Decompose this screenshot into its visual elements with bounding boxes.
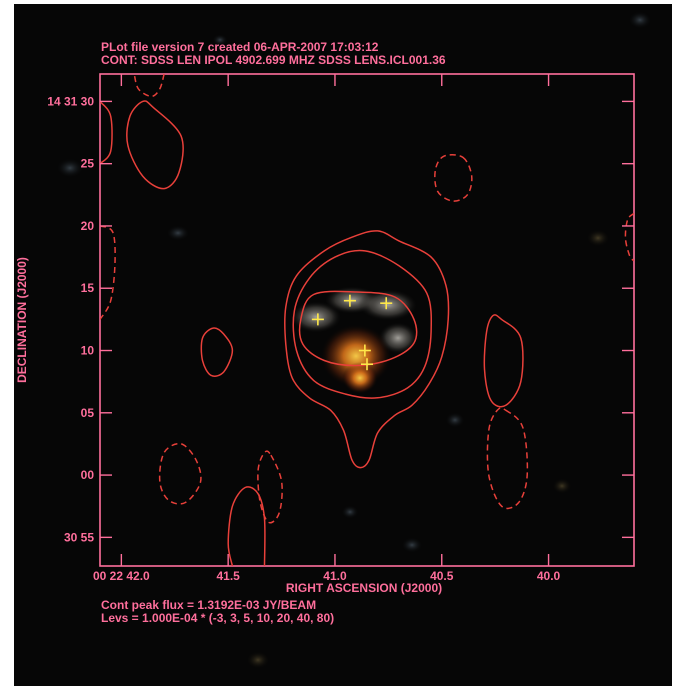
x-tick-label: 41.0 bbox=[323, 569, 347, 583]
contour-outer bbox=[284, 230, 450, 469]
contours-layer bbox=[100, 74, 634, 566]
contour-leftmid bbox=[200, 327, 234, 377]
y-tick-label: 10 bbox=[81, 344, 95, 358]
y-tick-label: 14 31 30 bbox=[47, 94, 94, 108]
contour-right-top bbox=[434, 154, 473, 202]
plot-header-line1: PLot file version 7 created 06-APR-2007 … bbox=[101, 40, 379, 54]
source-marker bbox=[361, 358, 373, 371]
lens-galaxies-image bbox=[290, 286, 418, 394]
source-marker bbox=[311, 313, 324, 326]
x-axis-label: RIGHT ASCENSION (J2000) bbox=[286, 581, 442, 595]
y-tick-label: 00 bbox=[81, 468, 95, 482]
contour-right-edge-dashed bbox=[624, 212, 634, 262]
contour-bottom bbox=[227, 486, 266, 566]
y-tick-label: 20 bbox=[81, 219, 95, 233]
contour-bottommid bbox=[257, 450, 283, 524]
peak-flux-text: Cont peak flux = 1.3192E-03 JY/BEAM bbox=[101, 598, 316, 612]
contour-inner bbox=[298, 290, 418, 367]
plot-frame bbox=[99, 73, 635, 567]
contour-bottomright bbox=[486, 407, 529, 510]
contour-levels-text: Levs = 1.000E-04 * (-3, 3, 5, 10, 20, 40… bbox=[101, 611, 334, 625]
source-marker bbox=[358, 344, 371, 357]
plot-header-line2: CONT: SDSS LEN IPOL 4902.699 MHZ SDSS LE… bbox=[101, 53, 446, 67]
x-tick-label: 00 22 42.0 bbox=[93, 569, 150, 583]
x-tick-label: 41.5 bbox=[216, 569, 240, 583]
contour-left-edge bbox=[100, 100, 113, 165]
source-marker bbox=[343, 294, 356, 307]
y-tick-label: 15 bbox=[81, 281, 95, 295]
y-tick-label: 30 55 bbox=[64, 530, 94, 544]
contour-right bbox=[483, 314, 524, 408]
contour-left-dashed bbox=[100, 225, 116, 320]
x-tick-label: 40.5 bbox=[430, 569, 454, 583]
contour-bottomleft bbox=[158, 442, 202, 505]
contour-middle bbox=[292, 249, 433, 399]
contour-top-dashed bbox=[133, 74, 165, 98]
contour-topleft bbox=[126, 100, 184, 190]
axis-ticks: 00 22 42.0 41.5 41.0 40.5 40.0 14 31 30 25 20 15… bbox=[47, 74, 634, 583]
y-tick-label: 05 bbox=[81, 406, 95, 420]
y-axis-label: DECLINATION (J2000) bbox=[15, 257, 29, 383]
faint-field-objects bbox=[56, 11, 652, 669]
source-marker bbox=[380, 297, 393, 310]
y-tick-label: 25 bbox=[81, 157, 95, 171]
source-markers bbox=[311, 294, 393, 371]
x-tick-label: 40.0 bbox=[537, 569, 561, 583]
